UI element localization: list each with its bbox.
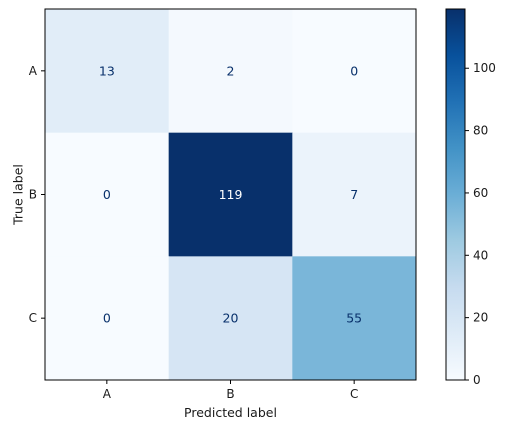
- colorbar-tick-label: 20: [473, 311, 488, 325]
- cell-value-label: 55: [346, 311, 362, 326]
- cell-value-label: 119: [219, 187, 243, 202]
- colorbar-ticks: 0 20 40 60 80 100: [465, 61, 496, 387]
- cell-value-label: 0: [103, 311, 111, 326]
- y-tick-label: C: [29, 311, 37, 325]
- colorbar: [445, 8, 466, 381]
- cell-value-label: 20: [223, 311, 239, 326]
- y-axis-ticks: A B C: [29, 64, 45, 325]
- heatmap-cell: [168, 256, 293, 381]
- x-axis-title: Predicted label: [184, 405, 277, 420]
- heatmap-cell: [292, 256, 417, 381]
- heatmap-cell: [168, 132, 293, 257]
- cell-value-labels: 13 2 00 119 70 20 55: [99, 63, 362, 325]
- cell-value-label: 0: [103, 187, 111, 202]
- x-tick-label: A: [103, 387, 112, 401]
- x-tick-label: B: [226, 387, 234, 401]
- colorbar-tick-label: 100: [473, 61, 496, 75]
- y-tick-label: B: [29, 188, 37, 202]
- y-axis-title: True label: [11, 164, 26, 226]
- x-axis-ticks: A B C: [103, 380, 358, 401]
- heatmap-cell: [45, 9, 170, 134]
- x-tick-label: C: [350, 387, 358, 401]
- heatmap-cell: [292, 132, 417, 257]
- colorbar-tick-label: 80: [473, 124, 488, 138]
- heatmap-cell: [168, 9, 293, 134]
- heatmap-cell: [45, 256, 170, 381]
- y-tick-label: A: [29, 64, 38, 78]
- heatmap-cell: [45, 132, 170, 257]
- heatmap-cell: [292, 9, 417, 134]
- cell-value-label: 0: [350, 63, 358, 78]
- colorbar-tick-label: 40: [473, 248, 488, 262]
- colorbar-tick-label: 60: [473, 186, 488, 200]
- cell-value-label: 7: [350, 187, 358, 202]
- cell-value-label: 2: [227, 63, 235, 78]
- colorbar-tick-label: 0: [473, 373, 481, 387]
- cell-value-label: 13: [99, 63, 115, 78]
- heatmap-cells: [45, 9, 417, 381]
